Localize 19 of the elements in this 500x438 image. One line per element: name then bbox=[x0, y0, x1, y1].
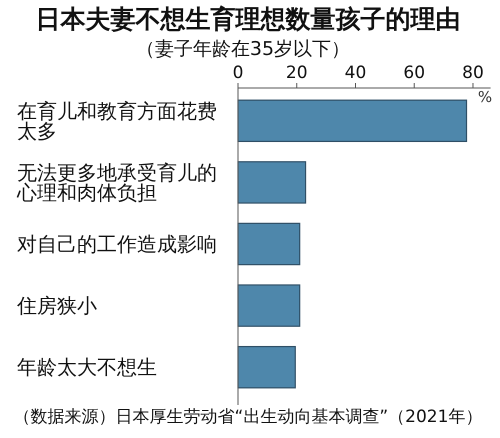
bar bbox=[237, 284, 300, 327]
chart-subtitle: （妻子年龄在35岁以下） bbox=[136, 38, 350, 60]
bar bbox=[237, 100, 468, 142]
text: （数据来源）日本厚生劳动省“出生动向基本调查”（2021年） bbox=[14, 407, 482, 427]
y-tick-label: 住房狭小 bbox=[16, 294, 97, 318]
bar bbox=[237, 346, 296, 388]
x-tick-label: 80 bbox=[462, 63, 484, 83]
x-tick-label: 60 bbox=[403, 63, 426, 83]
bar bbox=[237, 222, 300, 266]
bar bbox=[237, 161, 306, 204]
x-tick-label: 0 bbox=[232, 63, 244, 83]
chart-title: 日本夫妻不想生育理想数量孩子的理由 bbox=[36, 4, 460, 34]
x-tick-label: 40 bbox=[344, 63, 366, 83]
y-tick-label: 对自己的工作造成影响 bbox=[17, 232, 217, 256]
y-tick-label: 年龄太大不想生 bbox=[17, 355, 157, 380]
y-tick-label: 无法更多地承受育儿的心理和肉体负担 bbox=[16, 160, 217, 204]
y-tick-label: 在育儿和教育方面花费太多 bbox=[17, 98, 217, 143]
x-axis-title: % bbox=[478, 88, 492, 106]
x-tick-label: 20 bbox=[286, 63, 308, 83]
